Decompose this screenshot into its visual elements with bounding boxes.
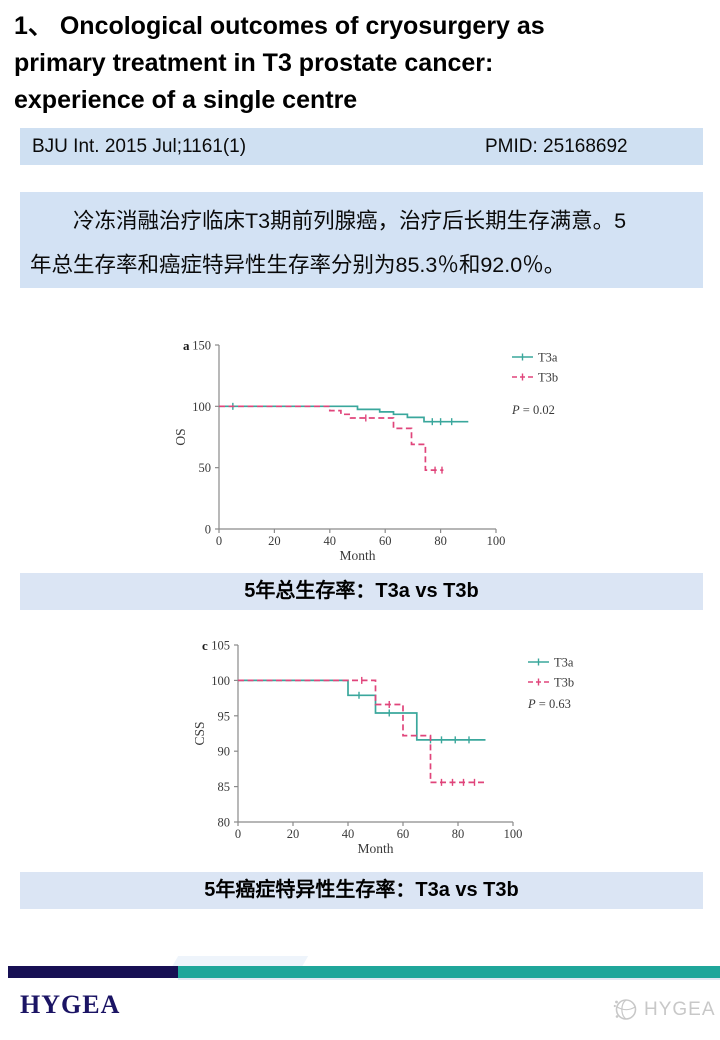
y-axis-label: CSS <box>192 721 207 745</box>
x-tick-label: 40 <box>342 827 355 841</box>
x-tick-label: 20 <box>268 534 281 548</box>
panel-letter: a <box>183 338 190 353</box>
y-axis-label: OS <box>173 428 188 445</box>
y-tick-label: 80 <box>218 816 231 830</box>
km-chart-os: 0 50 100 150 0 20 40 60 80 100 Month OS a T3a T3b P = 0… <box>173 338 558 563</box>
series-t3a <box>219 405 469 423</box>
y-tick-label: 90 <box>218 745 231 759</box>
hygea-logo-text: HYGEA <box>20 990 121 1019</box>
pmid: PMID: 25168692 <box>485 136 628 157</box>
y-tick-label: 85 <box>218 780 231 794</box>
panel-letter: c <box>202 638 208 653</box>
legend-label: T3b <box>538 371 558 385</box>
series-t3b <box>238 679 486 784</box>
legend-label: T3a <box>538 351 558 365</box>
p-value: P = 0.63 <box>527 697 571 711</box>
x-tick-label: 0 <box>216 534 222 548</box>
watermark: HYGEA <box>612 996 716 1023</box>
x-tick-label: 40 <box>324 534 337 548</box>
x-axis-label: Month <box>357 841 393 856</box>
caption-css-bar: 5年癌症特异性生存率：T3a vs T3b <box>20 872 703 909</box>
y-tick-label: 150 <box>192 339 211 353</box>
y-tick-label: 0 <box>205 523 211 537</box>
footer-bar-teal <box>178 966 720 978</box>
axes <box>237 645 513 823</box>
x-tick-label: 100 <box>487 534 506 548</box>
km-chart-css: 80 85 90 95 100 105 0 20 40 60 80 100 Month CSS c T3a T3… <box>192 638 574 856</box>
x-tick-label: 60 <box>397 827 410 841</box>
y-tick-label: 105 <box>211 639 230 653</box>
series-t3b <box>219 405 444 471</box>
caption-os-bar: 5年总生存率：T3a vs T3b <box>20 573 703 610</box>
series-t3a <box>238 679 486 741</box>
p-value: P = 0.02 <box>511 403 555 417</box>
journal-reference: BJU Int. 2015 Jul;1161(1) <box>32 136 247 157</box>
summary-panel: 冷冻消融治疗临床T3期前列腺癌，治疗后长期生存满意。5 年总生存率和癌症特异性生… <box>20 192 703 288</box>
x-tick-label: 80 <box>434 534 447 548</box>
watermark-text: HYGEA <box>644 998 716 1020</box>
globe-logo-icon <box>613 999 637 1020</box>
axes <box>218 345 496 530</box>
y-tick-label: 95 <box>218 709 231 723</box>
citation-bar: BJU Int. 2015 Jul;1161(1) PMID: 25168692 <box>20 128 703 165</box>
x-tick-label: 60 <box>379 534 392 548</box>
footer-bar-navy <box>8 966 178 978</box>
x-axis-label: Month <box>339 548 375 563</box>
x-tick-label: 100 <box>504 827 523 841</box>
legend-label: T3a <box>554 656 574 670</box>
y-tick-label: 100 <box>211 674 230 688</box>
page-title: 1、 Oncological outcomes of cryosurgery a… <box>14 12 545 114</box>
x-tick-label: 0 <box>235 827 241 841</box>
x-tick-label: 20 <box>287 827 300 841</box>
x-tick-label: 80 <box>452 827 465 841</box>
legend-label: T3b <box>554 676 574 690</box>
y-tick-label: 50 <box>199 461 212 475</box>
y-tick-label: 100 <box>192 400 211 414</box>
